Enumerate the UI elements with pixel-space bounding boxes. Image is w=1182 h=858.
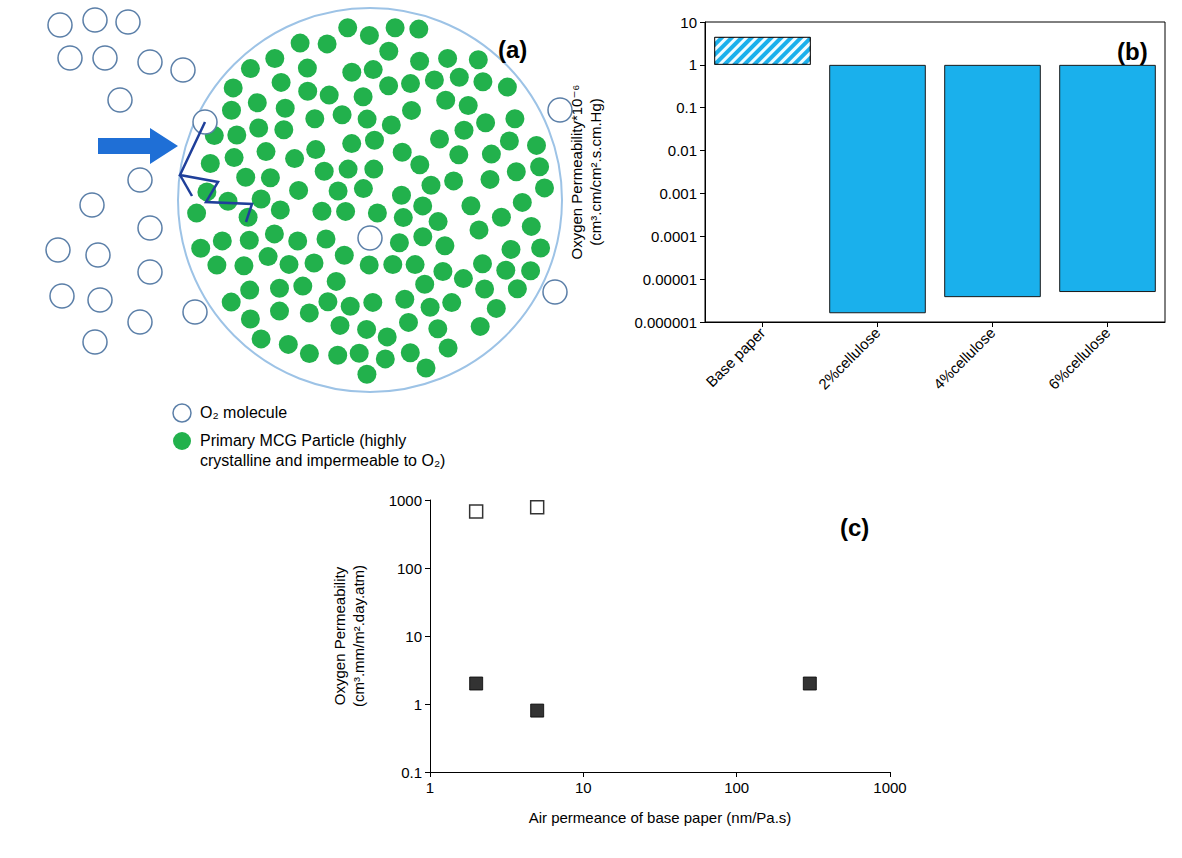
svg-text:(c): (c) xyxy=(840,514,869,541)
svg-text:crystalline and impermeable to: crystalline and impermeable to O₂) xyxy=(200,452,445,469)
svg-text:100: 100 xyxy=(397,560,422,577)
svg-text:100: 100 xyxy=(724,779,749,796)
svg-text:4%cellulose: 4%cellulose xyxy=(930,324,999,393)
svg-text:2%cellulose: 2%cellulose xyxy=(815,324,884,393)
svg-text:0.001: 0.001 xyxy=(659,185,697,202)
svg-text:0.00001: 0.00001 xyxy=(643,271,697,288)
svg-text:Primary MCG Particle (highly: Primary MCG Particle (highly xyxy=(200,432,406,449)
svg-text:Oxygen Permeability*10⁻⁶: Oxygen Permeability*10⁻⁶ xyxy=(568,84,585,260)
svg-text:0.1: 0.1 xyxy=(401,764,422,781)
svg-text:(cm³.cm/cm².s.cm.Hg): (cm³.cm/cm².s.cm.Hg) xyxy=(587,98,604,245)
svg-text:(cm³.mm/m².day.atm): (cm³.mm/m².day.atm) xyxy=(350,565,367,707)
svg-text:0.1: 0.1 xyxy=(676,99,697,116)
svg-text:1000: 1000 xyxy=(873,779,906,796)
svg-text:(a): (a) xyxy=(498,36,527,63)
svg-text:1: 1 xyxy=(426,779,434,796)
svg-text:10: 10 xyxy=(680,14,697,31)
svg-text:10: 10 xyxy=(575,779,592,796)
svg-text:1: 1 xyxy=(414,696,422,713)
svg-text:0.000001: 0.000001 xyxy=(634,314,697,331)
svg-text:O₂ molecule: O₂ molecule xyxy=(200,404,287,421)
svg-text:Air permeance of base paper (n: Air permeance of base paper (nm/Pa.s) xyxy=(529,809,792,826)
svg-text:10: 10 xyxy=(405,628,422,645)
svg-text:1: 1 xyxy=(689,56,697,73)
svg-text:0.0001: 0.0001 xyxy=(651,228,697,245)
svg-text:0.01: 0.01 xyxy=(668,142,697,159)
svg-text:1000: 1000 xyxy=(389,492,422,509)
svg-text:Oxygen Permeability: Oxygen Permeability xyxy=(331,566,348,705)
svg-text:Base paper: Base paper xyxy=(702,324,768,390)
svg-text:(b): (b) xyxy=(1117,38,1148,65)
svg-text:6%cellulose: 6%cellulose xyxy=(1045,324,1114,393)
